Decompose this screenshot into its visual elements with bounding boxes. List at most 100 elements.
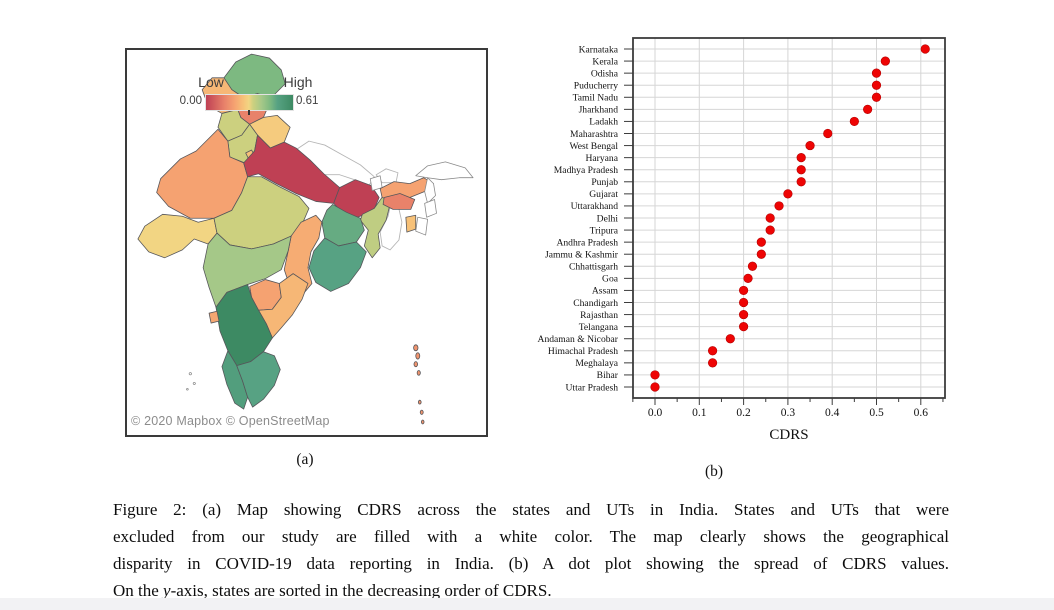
map-region-arunachal-pradesh: [415, 161, 474, 181]
y-tick-label-punjab: Punjab: [591, 177, 618, 188]
y-tick-label-goa: Goa: [602, 274, 619, 285]
map-region-andaman-nicobar: [413, 344, 425, 425]
y-tick-label-jharkhand: Jharkhand: [579, 105, 619, 116]
dot-punjab: [796, 177, 806, 187]
y-tick-label-chandigarh: Chandigarh: [573, 298, 618, 309]
y-tick-label-andaman-nicobar: Andaman & Nicobar: [538, 334, 619, 345]
map-region-mizoram: [415, 216, 429, 236]
x-tick-label: 0.2: [736, 407, 751, 419]
dot-gujarat: [783, 189, 793, 199]
y-tick-label-bihar: Bihar: [597, 370, 619, 381]
dot-uttarakhand: [774, 201, 784, 211]
dot-assam: [739, 285, 749, 296]
y-tick-label-delhi: Delhi: [597, 213, 619, 224]
dot-delhi: [765, 213, 775, 223]
dot-west-bengal: [805, 140, 815, 151]
y-tick-label-ladakh: Ladakh: [589, 117, 618, 128]
y-tick-label-karnataka: Karnataka: [579, 44, 619, 55]
dot-odisha: [871, 68, 882, 78]
y-tick-label-tripura: Tripura: [590, 225, 619, 236]
dot-chhattisgarh: [747, 261, 758, 271]
y-tick-label-puducherry: Puducherry: [574, 81, 618, 92]
legend-max-value: 0.61: [296, 95, 319, 107]
y-tick-label-telangana: Telangana: [579, 322, 619, 333]
dot-haryana: [796, 153, 806, 163]
figure-caption: Figure 2: (a) Map showing CDRS across th…: [113, 496, 949, 604]
legend-min-value: 0.00: [179, 95, 202, 107]
y-tick-label-haryana: Haryana: [586, 153, 619, 164]
legend-low-label: Low: [198, 74, 224, 90]
caption-line-4-suffix: -axis, states are sorted in the decreasi…: [170, 581, 552, 600]
caption-line-4: On the y-axis, states are sorted in the …: [113, 577, 949, 604]
dot-puducherry: [871, 80, 882, 90]
caption-line-4-prefix: On the: [113, 581, 164, 600]
x-tick-label: 0.5: [869, 407, 884, 419]
dot-himachal-pradesh: [707, 346, 718, 356]
map-region-manipur: [424, 199, 437, 218]
y-tick-label-kerala: Kerala: [592, 56, 618, 67]
map-region-gujarat: [137, 213, 218, 259]
y-tick-label-madhya-pradesh: Madhya Pradesh: [554, 165, 618, 176]
x-axis-label: CDRS: [769, 427, 808, 443]
y-tick-label-tamil-nadu: Tamil Nadu: [573, 93, 619, 104]
y-tick-label-uttar-pradesh: Uttar Pradesh: [566, 382, 619, 393]
map-panel: Low High 0.00 0.61 © 2020 Mapbox © OpenS…: [125, 48, 488, 437]
y-tick-label-maharashtra: Maharashtra: [570, 129, 619, 140]
caption-line-3: disparity in COVID-19 data reporting in …: [113, 554, 949, 573]
dot-meghalaya: [707, 358, 718, 368]
x-tick-label: 0.3: [781, 407, 796, 419]
caption-line-4-italic-y: y: [163, 581, 171, 600]
dot-andhra-pradesh: [756, 237, 766, 247]
y-tick-label-himachal-pradesh: Himachal Pradesh: [548, 346, 618, 357]
caption-line-1: Figure 2: (a) Map showing CDRS across th…: [113, 500, 949, 519]
x-tick-label: 0.6: [914, 407, 929, 419]
legend-gradient-bar: [205, 94, 294, 111]
dot-jammu-kashmir: [756, 249, 766, 259]
dot-tamil-nadu: [871, 92, 882, 102]
map-region-andhra-pradesh: [258, 273, 309, 339]
dot-karnataka: [920, 44, 930, 54]
bottom-strip: [0, 598, 1054, 610]
dot-bihar: [650, 370, 660, 380]
map-region-lakshadweep: [186, 372, 196, 391]
x-tick-label: 0.1: [692, 407, 707, 419]
map-region-meghalaya: [382, 193, 416, 210]
dot-andaman-nicobar: [725, 334, 735, 344]
map-region-odisha: [308, 237, 367, 292]
caption-line-2: excluded from our study are filled with …: [113, 527, 949, 546]
dot-goa: [743, 273, 753, 283]
dot-ladakh: [849, 116, 859, 127]
y-tick-label-jammu-kashmir: Jammu & Kashmir: [545, 250, 619, 261]
y-tick-label-odisha: Odisha: [591, 68, 619, 79]
panel-b-label: (b): [704, 463, 724, 480]
y-tick-label-gujarat: Gujarat: [589, 189, 618, 200]
dot-rajasthan: [739, 309, 749, 320]
panel-a-label: (a): [296, 451, 314, 468]
map-region-maharashtra: [202, 232, 292, 308]
dot-tripura: [765, 225, 775, 235]
legend-high-label: High: [283, 74, 313, 90]
x-tick-label: 0.4: [825, 407, 840, 419]
y-tick-label-chhattisgarh: Chhattisgarh: [569, 262, 618, 273]
y-tick-label-rajasthan: Rajasthan: [580, 310, 618, 321]
dot-chandigarh: [739, 297, 749, 308]
map-region-tamil-nadu: [236, 351, 281, 408]
dot-jharkhand: [863, 104, 873, 114]
dot-kerala: [880, 56, 890, 66]
dot-plot: Karnataka Kerala Odisha Puducherry Tamil Nad…: [530, 30, 960, 445]
legend-midpoint-tick: [248, 110, 250, 115]
dot-uttar-pradesh: [650, 382, 660, 392]
x-tick-label: 0.0: [648, 407, 663, 419]
y-tick-label-assam: Assam: [592, 286, 619, 297]
dot-maharashtra: [823, 128, 833, 139]
map-region-nagaland: [424, 177, 436, 204]
y-tick-label-west-bengal: West Bengal: [569, 141, 618, 152]
y-tick-label-meghalaya: Meghalaya: [575, 358, 618, 369]
map-region-goa: [208, 310, 220, 324]
y-tick-label-uttarakhand: Uttarakhand: [571, 201, 619, 212]
dot-madhya-pradesh: [796, 165, 806, 175]
map-attribution: © 2020 Mapbox © OpenStreetMap: [131, 414, 330, 428]
y-tick-label-andhra-pradesh: Andhra Pradesh: [556, 237, 618, 248]
india-map-svg: [137, 53, 474, 425]
dot-telangana: [739, 322, 749, 332]
